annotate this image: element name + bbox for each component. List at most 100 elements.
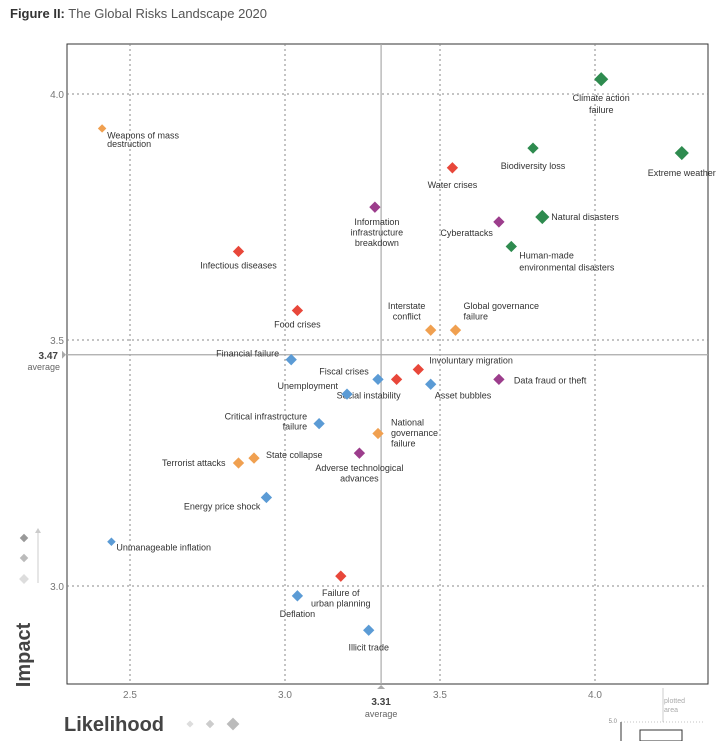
risk-label: Illicit trade (348, 642, 389, 652)
risk-marker (285, 354, 297, 366)
risk-label: Cyberattacks (440, 228, 493, 238)
risk-marker (248, 452, 260, 464)
risk-label: Unmanageable inflation (116, 543, 211, 553)
risk-marker (313, 417, 325, 430)
risk-marker (291, 304, 304, 317)
figure-title-text: The Global Risks Landscape 2020 (68, 6, 268, 21)
x-axis-title: Likelihood (64, 714, 164, 736)
risk-label: Information (354, 217, 399, 227)
risk-label: State collapse (266, 450, 323, 460)
inset-caption-line1: plotted (664, 698, 685, 705)
risk-label: failure (391, 438, 416, 448)
risk-marker (412, 363, 424, 376)
risk-label: advances (340, 474, 379, 484)
risk-label: National (391, 417, 424, 427)
risk-label: Food crises (274, 319, 321, 329)
risk-marker (341, 388, 353, 400)
risk-label: Critical infrastructure (225, 412, 308, 422)
risk-label: urban planning (311, 599, 371, 609)
risk-label: Involuntary migration (429, 356, 513, 366)
likelihood-scale-diamond (226, 717, 240, 731)
risk-marker (446, 162, 459, 174)
risk-marker (232, 245, 245, 258)
risk-label: failure (283, 422, 308, 432)
risk-label: conflict (393, 312, 422, 322)
risk-label: Infectious diseases (200, 260, 277, 270)
y-tick-label: 4.0 (50, 90, 64, 101)
risk-label: Extreme weather (648, 168, 716, 178)
y-average-marker (62, 350, 66, 359)
x-average-value: 3.31 (371, 697, 391, 708)
likelihood-scale-diamond (186, 720, 194, 728)
figure-label: Figure II: (10, 6, 65, 21)
y-average-caption: average (27, 362, 60, 372)
risk-label: Climate action (573, 93, 630, 103)
risk-label: Deflation (280, 609, 316, 619)
x-tick-label: 4.0 (588, 690, 602, 701)
y-tick-label: 3.0 (50, 582, 64, 593)
risk-marker (97, 124, 107, 133)
risk-marker (535, 209, 550, 225)
likelihood-scale-diamond (205, 719, 215, 729)
risk-label: failure (589, 105, 614, 115)
risk-label: Failure of (322, 588, 360, 598)
risk-marker (594, 72, 609, 87)
y-tick-label: 3.5 (50, 336, 64, 347)
risk-marker (505, 240, 517, 253)
risk-label: Unemployment (277, 381, 338, 391)
risk-label: infrastructure (351, 228, 404, 238)
risk-marker (291, 590, 304, 602)
risk-marker (363, 624, 375, 636)
risk-label: Financial failure (216, 349, 279, 359)
impact-scale-diamond (19, 553, 29, 563)
risk-label: Fiscal crises (319, 366, 369, 376)
x-tick-label: 3.0 (278, 690, 292, 701)
risk-label: Human-made (519, 251, 574, 261)
risk-marker (425, 324, 437, 336)
risk-marker (232, 457, 245, 469)
inset-plotted-area (639, 729, 683, 741)
risk-marker (335, 570, 347, 582)
risk-marker (372, 427, 384, 440)
x-tick-label: 3.5 (433, 690, 447, 701)
impact-scale-diamond (19, 574, 29, 584)
inset-tick-label: 5.0 (609, 719, 618, 725)
y-axis-title: Impact (13, 622, 35, 687)
risk-marker (372, 373, 384, 386)
risk-label: Terrorist attacks (162, 458, 226, 468)
risk-marker (493, 373, 505, 386)
x-average-marker (377, 685, 386, 689)
risk-marker (425, 378, 437, 390)
risk-label: Water crises (428, 180, 478, 190)
risk-label: failure (464, 312, 489, 322)
risk-marker (390, 373, 403, 386)
y-average-value: 3.47 (39, 351, 59, 362)
risk-marker (674, 145, 689, 161)
inset-caption-line2: area (664, 707, 678, 714)
risk-label: Global governance (464, 301, 540, 311)
risk-marker (493, 216, 505, 228)
risk-marker (369, 201, 381, 213)
risk-marker (527, 142, 539, 154)
x-tick-label: 2.5 (123, 690, 137, 701)
risk-label: Social instability (337, 390, 402, 400)
impact-scale-diamond (19, 533, 29, 543)
risk-marker (107, 537, 116, 546)
plot-frame (66, 43, 709, 685)
risk-label: Weapons of mass (107, 130, 179, 140)
risk-marker (260, 491, 273, 504)
impact-scale-arrowhead (35, 528, 41, 533)
risk-label: destruction (107, 139, 151, 149)
risk-label: Biodiversity loss (501, 161, 566, 171)
risk-label: Interstate (388, 301, 426, 311)
risk-label: Asset bubbles (435, 390, 492, 400)
risk-label: Natural disasters (551, 212, 619, 222)
risk-label: Adverse technological (315, 463, 403, 473)
figure-title: Figure II: The Global Risks Landscape 20… (10, 6, 267, 21)
x-average-caption: average (365, 709, 398, 719)
risk-marker (449, 324, 462, 336)
risk-label: breakdown (355, 238, 399, 248)
risk-label: environmental disasters (519, 263, 615, 273)
risk-label: Data fraud or theft (514, 375, 587, 385)
